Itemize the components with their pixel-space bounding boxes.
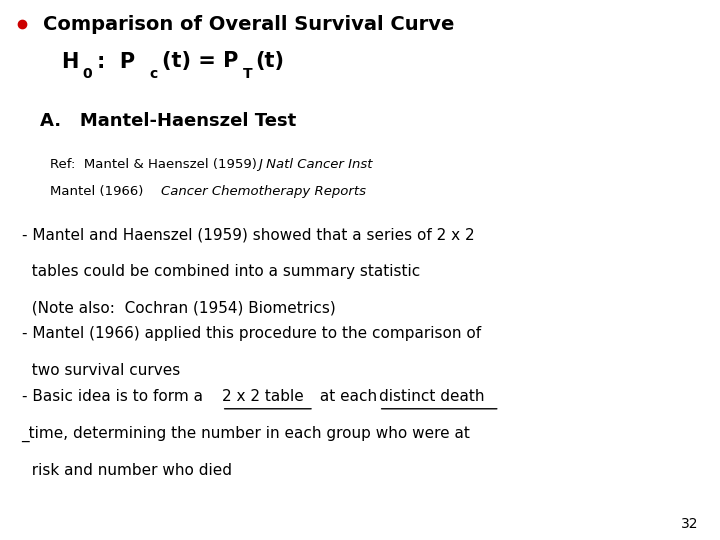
Text: 0: 0 xyxy=(83,68,92,82)
Text: - Mantel (1966) applied this procedure to the comparison of: - Mantel (1966) applied this procedure t… xyxy=(22,326,481,341)
Text: Cancer Chemotherapy Reports: Cancer Chemotherapy Reports xyxy=(161,185,366,198)
Text: risk and number who died: risk and number who died xyxy=(22,463,232,478)
Text: :  P: : P xyxy=(97,51,135,71)
Text: - Mantel and Haenszel (1959) showed that a series of 2 x 2: - Mantel and Haenszel (1959) showed that… xyxy=(22,227,474,242)
Text: distinct death: distinct death xyxy=(379,389,485,404)
Text: T: T xyxy=(243,68,252,82)
Text: 32: 32 xyxy=(681,517,698,531)
Text: tables could be combined into a summary statistic: tables could be combined into a summary … xyxy=(22,264,420,279)
Text: Mantel (1966): Mantel (1966) xyxy=(50,185,148,198)
Text: J Natl Cancer Inst: J Natl Cancer Inst xyxy=(258,158,372,171)
Text: A.   Mantel-Haenszel Test: A. Mantel-Haenszel Test xyxy=(40,112,296,131)
Text: at each: at each xyxy=(315,389,382,404)
Text: H: H xyxy=(61,51,78,71)
Text: 2 x 2 table: 2 x 2 table xyxy=(222,389,304,404)
Text: (t): (t) xyxy=(256,51,284,71)
Text: Ref:  Mantel & Haenszel (1959): Ref: Mantel & Haenszel (1959) xyxy=(50,158,261,171)
Text: - Basic idea is to form a: - Basic idea is to form a xyxy=(22,389,207,404)
Text: two survival curves: two survival curves xyxy=(22,363,180,378)
Text: Comparison of Overall Survival Curve: Comparison of Overall Survival Curve xyxy=(43,15,454,34)
Text: (Note also:  Cochran (1954) Biometrics): (Note also: Cochran (1954) Biometrics) xyxy=(22,301,336,316)
Text: (t) = P: (t) = P xyxy=(162,51,238,71)
Text: _time, determining the number in each group who were at: _time, determining the number in each gr… xyxy=(22,426,470,442)
Text: c: c xyxy=(149,68,157,82)
